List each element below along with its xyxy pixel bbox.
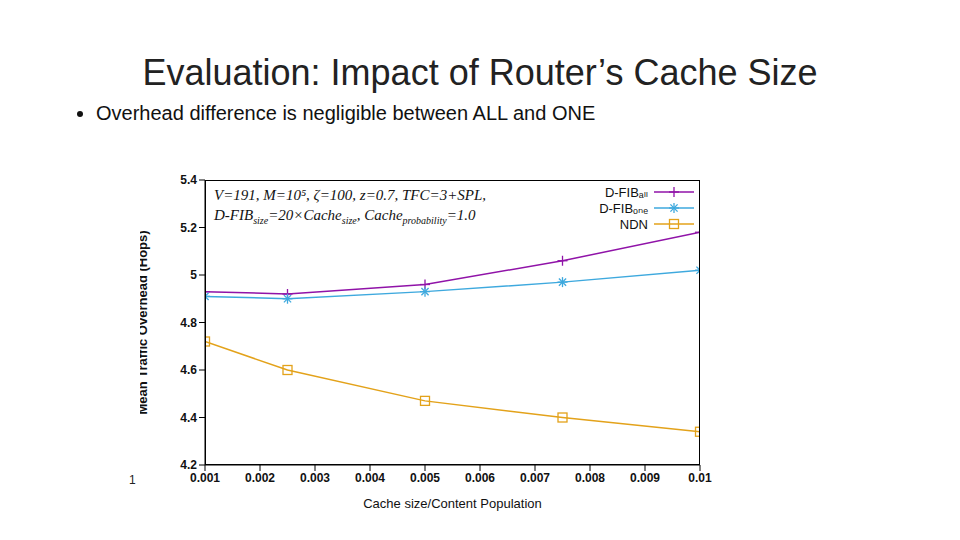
html-text:1: 1: [129, 473, 136, 487]
html-text:Overhead difference is negligi: Overhead difference is negligible betwee…: [96, 102, 596, 124]
svg-text:0.005: 0.005: [410, 471, 440, 485]
svg-text:Cache size/Content Population: Cache size/Content Population: [363, 496, 542, 511]
svg-text:0.007: 0.007: [520, 471, 550, 485]
svg-text:5: 5: [190, 268, 197, 282]
svg-text:0.003: 0.003: [300, 471, 330, 485]
svg-text:4.2: 4.2: [180, 458, 197, 472]
html-text:D-FIBsize=20×Cachesize, Cachep: D-FIBsize=20×Cachesize, Cacheprobability…: [214, 207, 476, 226]
svg-text:5.4: 5.4: [180, 173, 197, 187]
html-text:NDN: NDN: [619, 216, 648, 232]
html-text:Evaluation: Impact of Router’s: Evaluation: Impact of Router’s Cache Siz…: [142, 52, 818, 93]
svg-text:0.006: 0.006: [465, 471, 495, 485]
svg-text:0.01: 0.01: [688, 471, 712, 485]
svg-text:4.6: 4.6: [180, 363, 197, 377]
svg-text:0.002: 0.002: [245, 471, 275, 485]
html-text:D-FIBₒₙₑ: D-FIBₒₙₑ: [599, 200, 648, 216]
svg-text:4.4: 4.4: [180, 411, 197, 425]
html-text:V=191, M=10⁵, ζ=100, z=0.7, TF: V=191, M=10⁵, ζ=100, z=0.7, TFC=3+SPL,: [214, 187, 486, 203]
html-text:D-FIBₐₗₗ: D-FIBₐₗₗ: [604, 184, 648, 200]
svg-text:0.004: 0.004: [355, 471, 385, 485]
svg-text:0.001: 0.001: [190, 471, 220, 485]
svg-text:4.8: 4.8: [180, 316, 197, 330]
svg-text:Mean Traffic Overhead (Hops): Mean Traffic Overhead (Hops): [140, 230, 150, 414]
svg-text:5.2: 5.2: [180, 221, 197, 235]
svg-text:0.008: 0.008: [575, 471, 605, 485]
svg-text:0.009: 0.009: [630, 471, 660, 485]
